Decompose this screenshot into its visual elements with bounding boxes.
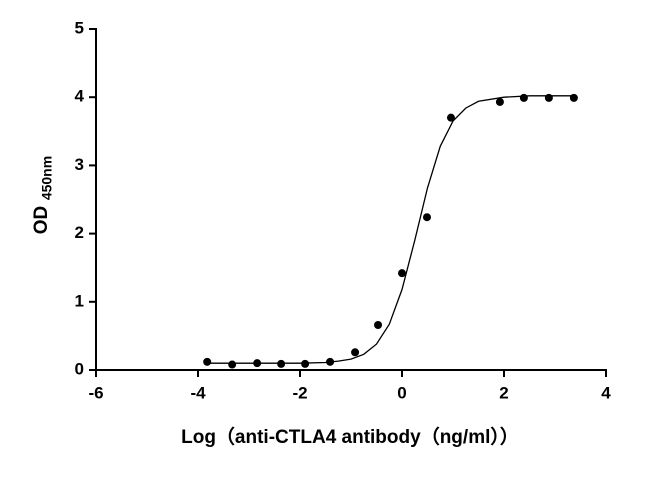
data-point	[544, 93, 553, 102]
y-tick-label: 1	[75, 291, 84, 310]
y-axis-label-group: OD 450nm	[31, 156, 55, 234]
x-tick-label: 0	[397, 383, 406, 402]
fit-curve	[207, 95, 574, 364]
data-point	[495, 97, 504, 106]
data-point	[398, 269, 406, 278]
y-axis-label-subscript: 450nm	[39, 156, 55, 200]
data-point	[374, 320, 383, 329]
y-axis-label: OD	[31, 206, 52, 235]
y-tick-label: 2	[75, 223, 84, 242]
x-tick-label: 2	[499, 383, 508, 402]
data-point	[422, 213, 431, 222]
y-tick-label: 3	[75, 155, 84, 174]
data-point	[277, 359, 286, 368]
x-tick-label: -4	[190, 383, 206, 402]
data-point	[519, 93, 528, 102]
data-point	[301, 359, 310, 368]
y-tick-label: 0	[75, 359, 84, 378]
y-tick-label: 5	[75, 18, 84, 37]
data-point	[228, 360, 237, 369]
x-tick-label: 4	[601, 383, 611, 402]
data-point	[351, 348, 360, 357]
data-point	[569, 93, 578, 102]
data-point	[203, 357, 212, 366]
y-tick-label: 4	[75, 87, 85, 106]
x-tick-label: -6	[88, 383, 103, 402]
x-tick-label: -2	[292, 383, 307, 402]
data-point	[446, 113, 455, 122]
x-axis-label: Log（anti-CTLA4 antibody（ng/ml））	[181, 425, 519, 448]
